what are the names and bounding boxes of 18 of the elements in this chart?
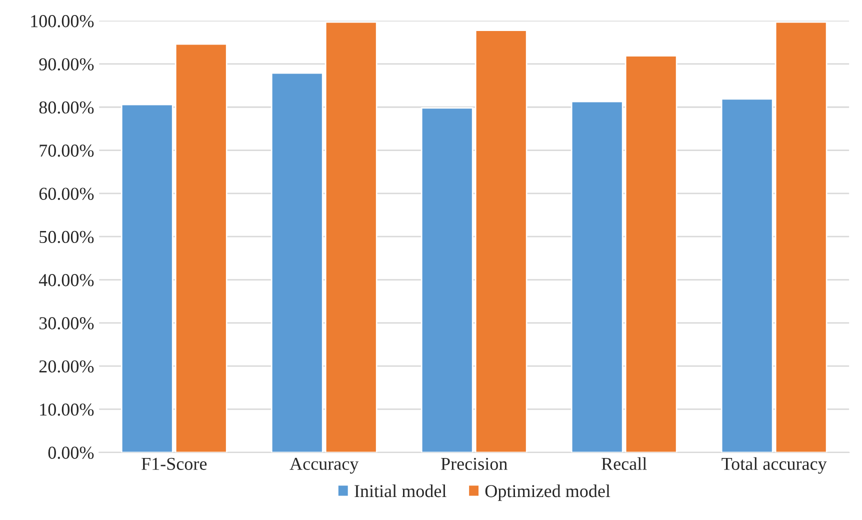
- y-tick-label: 90.00%: [39, 58, 94, 70]
- y-tick-label: 70.00%: [40, 144, 94, 157]
- y-tick-label: 60.00%: [39, 188, 94, 200]
- x-tick-label: Recall: [602, 457, 647, 470]
- y-tick-label: 10.00%: [40, 403, 94, 416]
- legend-label: Optimized model: [485, 484, 610, 501]
- x-tick-label: F1-Score: [142, 458, 207, 470]
- x-tick-label: Precision: [441, 458, 508, 470]
- y-tick-label: 50.00%: [40, 230, 94, 244]
- y-tick-label: 20.00%: [39, 360, 94, 373]
- x-tick-label: Total accuracy: [722, 457, 827, 474]
- legend-label: Initial model: [354, 484, 446, 498]
- x-tick-label: Accuracy: [290, 458, 359, 474]
- y-tick-label: 0.00%: [48, 446, 94, 459]
- y-tick-label: 100.00%: [31, 15, 94, 28]
- y-tick-label: 40.00%: [38, 274, 94, 286]
- y-tick-label: 80.00%: [39, 101, 94, 114]
- y-tick-label: 30.00%: [39, 317, 94, 330]
